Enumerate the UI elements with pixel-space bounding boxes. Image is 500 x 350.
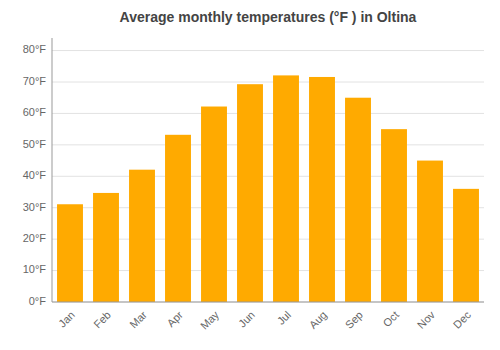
y-axis-line <box>52 38 53 302</box>
y-tick-label: 60°F <box>23 106 47 118</box>
y-ticks: 0°F 10°F 20°F 30°F 40°F 50°F 60°F 70°F 80°F <box>23 43 47 306</box>
bars <box>57 75 479 302</box>
y-tick-label: 0°F <box>29 295 47 307</box>
x-tick-label: Mar <box>127 308 149 330</box>
grid-line <box>52 82 484 83</box>
bar <box>417 161 443 302</box>
grid-line <box>52 144 484 145</box>
y-tick-label: 30°F <box>23 201 47 213</box>
title: Average monthly temperatures (°F ) in Ol… <box>120 9 417 25</box>
bar <box>381 129 407 302</box>
chart-svg: 0°F 10°F 20°F 30°F 40°F 50°F 60°F 70°F 80°F Jan Fe… <box>0 0 500 350</box>
x-tick-label: Jun <box>236 309 257 330</box>
x-tick-label: Apr <box>164 308 185 329</box>
bar <box>129 170 155 302</box>
x-tick-label: Feb <box>91 309 113 331</box>
grid-line <box>52 113 484 114</box>
grid-line <box>52 50 484 51</box>
x-tick-label: Jul <box>275 309 293 327</box>
x-ticks: Jan Feb Mar Apr May Jun Jul Aug Sep Oct Nov Dec <box>56 308 473 332</box>
x-tick-label: Sep <box>343 309 365 331</box>
x-tick-label: Oct <box>380 309 401 330</box>
x-tick-label: Dec <box>451 308 474 331</box>
bar <box>345 98 371 302</box>
x-axis-line <box>52 302 484 303</box>
bar <box>237 84 263 302</box>
bar <box>273 75 299 302</box>
bar <box>453 189 479 302</box>
grid-line <box>52 302 484 303</box>
y-grid <box>52 51 484 302</box>
x-tick-label: Jan <box>56 309 77 330</box>
y-tick-label: 50°F <box>23 138 47 150</box>
bar <box>201 107 227 302</box>
x-tick-label: Aug <box>307 309 329 331</box>
bar <box>165 135 191 302</box>
bar <box>57 204 83 302</box>
bar <box>93 193 119 302</box>
x-tick-label: Nov <box>415 308 438 331</box>
y-tick-label: 70°F <box>23 75 47 87</box>
bar <box>309 77 335 302</box>
chart-container: 0°F 10°F 20°F 30°F 40°F 50°F 60°F 70°F 80°F Jan Fe… <box>0 0 500 350</box>
y-tick-label: 10°F <box>23 263 47 275</box>
y-tick-label: 80°F <box>23 43 47 55</box>
x-tick-label: May <box>198 308 222 332</box>
y-tick-label: 40°F <box>23 169 47 181</box>
y-tick-label: 20°F <box>23 232 47 244</box>
